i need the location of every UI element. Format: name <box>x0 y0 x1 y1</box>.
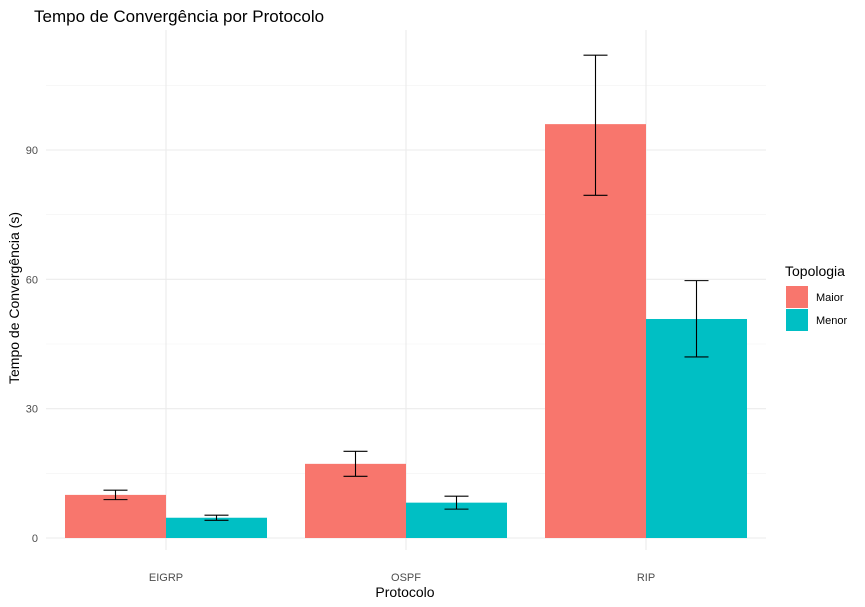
y-tick-label: 0 <box>32 533 38 545</box>
y-tick-label: 90 <box>26 145 38 157</box>
legend-swatch <box>786 309 808 331</box>
error-bar-menor-ospf <box>444 495 469 510</box>
legend-label: Menor <box>816 315 848 327</box>
x-tick-label: RIP <box>637 572 655 584</box>
bar-menor-eigrp <box>166 517 267 538</box>
chart-title: Tempo de Convergência por Protocolo <box>34 7 324 26</box>
legend-label: Maior <box>816 292 844 304</box>
bar-maior-eigrp <box>65 494 166 538</box>
legend-swatch <box>786 286 808 308</box>
error-bars <box>103 54 709 521</box>
x-tick-label: EIGRP <box>149 572 183 584</box>
y-axis-label: Tempo de Convergência (s) <box>6 212 22 384</box>
x-axis-label: Protocolo <box>375 584 434 600</box>
legend-item-menor: Menor <box>786 309 848 331</box>
y-tick-label: 30 <box>26 404 38 416</box>
error-bar-menor-eigrp <box>204 514 229 521</box>
error-bar-menor-rip <box>684 280 709 358</box>
error-bar-maior-eigrp <box>103 489 128 501</box>
x-tick-label: OSPF <box>391 572 421 584</box>
error-bar-maior-ospf <box>343 450 368 477</box>
y-tick-label: 60 <box>26 274 38 286</box>
legend-title: Topologia <box>785 263 845 279</box>
tick-labels: 0 30 60 90 EIGRP OSPF RIP <box>26 145 655 584</box>
legend-item-maior: Maior <box>786 286 844 308</box>
legend: Topologia Maior Menor <box>785 263 848 331</box>
error-bar-maior-rip <box>583 54 608 196</box>
